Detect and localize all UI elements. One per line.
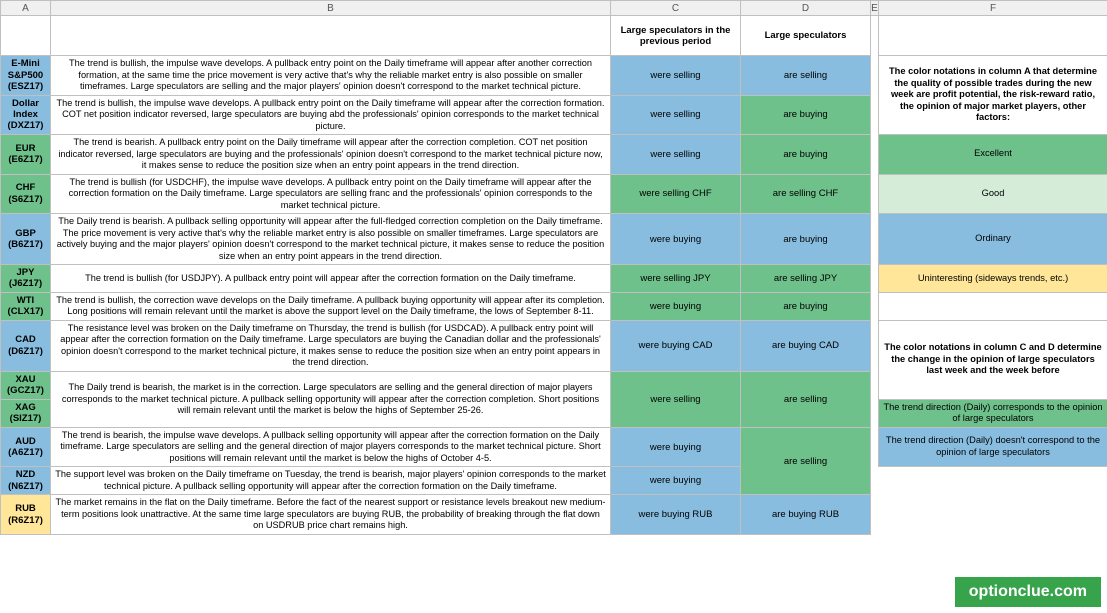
- symbol-cell[interactable]: NZD(N6Z17): [1, 467, 51, 495]
- prev-period-cell[interactable]: were buying: [611, 467, 741, 495]
- symbol-cell[interactable]: E-Mini S&P500(ESZ17): [1, 56, 51, 96]
- col-e-spacer: [871, 265, 879, 293]
- description-cell[interactable]: The trend is bearish. A pullback entry p…: [51, 135, 611, 175]
- description-cell[interactable]: The Daily trend is bearish. A pullback s…: [51, 214, 611, 265]
- current-period-cell[interactable]: are buying: [741, 95, 871, 135]
- col-e-spacer: [871, 467, 879, 495]
- description-cell[interactable]: The trend is bullish (for USDJPY). A pul…: [51, 265, 611, 293]
- symbol-cell[interactable]: CAD(D6Z17): [1, 320, 51, 371]
- col-e-spacer: [871, 16, 879, 56]
- spreadsheet-table: A B C D E F Large speculators in the pre…: [0, 0, 1107, 535]
- col-header-c[interactable]: C: [611, 1, 741, 16]
- current-period-cell[interactable]: are buying RUB: [741, 495, 871, 535]
- symbol-cell[interactable]: XAG(SIZ17): [1, 399, 51, 427]
- col-e-spacer: [871, 56, 879, 96]
- current-period-cell[interactable]: are selling: [741, 56, 871, 96]
- prev-period-cell[interactable]: were buying: [611, 292, 741, 320]
- col-header-b[interactable]: B: [51, 1, 611, 16]
- prev-period-cell[interactable]: were buying: [611, 427, 741, 467]
- prev-period-cell[interactable]: were selling: [611, 135, 741, 175]
- col-header-a[interactable]: A: [1, 1, 51, 16]
- col-header-e[interactable]: E: [871, 1, 879, 16]
- symbol-cell[interactable]: JPY(J6Z17): [1, 265, 51, 293]
- description-cell[interactable]: The Daily trend is bearish, the market i…: [51, 371, 611, 427]
- description-cell[interactable]: The support level was broken on the Dail…: [51, 467, 611, 495]
- col-e-spacer: [871, 427, 879, 467]
- col-e-spacer: [871, 174, 879, 214]
- prev-period-cell[interactable]: were selling JPY: [611, 265, 741, 293]
- side-note-cell[interactable]: The color notations in column C and D de…: [879, 320, 1107, 399]
- prev-period-cell[interactable]: were buying: [611, 214, 741, 265]
- side-note-cell[interactable]: Good: [879, 174, 1107, 214]
- current-period-cell[interactable]: are buying CAD: [741, 320, 871, 371]
- side-blank[interactable]: [879, 495, 1107, 535]
- col-e-spacer: [871, 320, 879, 371]
- col-header-f[interactable]: F: [879, 1, 1107, 16]
- current-period-cell[interactable]: are buying: [741, 292, 871, 320]
- side-note-cell[interactable]: Excellent: [879, 135, 1107, 175]
- prev-period-cell[interactable]: were buying RUB: [611, 495, 741, 535]
- side-blank[interactable]: [879, 467, 1107, 495]
- header-large-spec[interactable]: Large speculators: [741, 16, 871, 56]
- side-note-cell[interactable]: Uninteresting (sideways trends, etc.): [879, 265, 1107, 293]
- description-cell[interactable]: The market remains in the flat on the Da…: [51, 495, 611, 535]
- col-e-spacer: [871, 399, 879, 427]
- prev-period-cell[interactable]: were selling: [611, 95, 741, 135]
- symbol-cell[interactable]: EUR(E6Z17): [1, 135, 51, 175]
- description-cell[interactable]: The trend is bearish, the impulse wave d…: [51, 427, 611, 467]
- current-period-cell[interactable]: are buying: [741, 135, 871, 175]
- prev-period-cell[interactable]: were buying CAD: [611, 320, 741, 371]
- side-note-cell[interactable]: The trend direction (Daily) corresponds …: [879, 399, 1107, 427]
- current-period-cell[interactable]: are selling: [741, 427, 871, 495]
- symbol-cell[interactable]: CHF(S6Z17): [1, 174, 51, 214]
- col-header-d[interactable]: D: [741, 1, 871, 16]
- watermark: optionclue.com: [955, 577, 1101, 607]
- symbol-cell[interactable]: RUB(R6Z17): [1, 495, 51, 535]
- symbol-cell[interactable]: WTI(CLX17): [1, 292, 51, 320]
- cell-a-header[interactable]: [1, 16, 51, 56]
- symbol-cell[interactable]: GBP(B6Z17): [1, 214, 51, 265]
- symbol-cell[interactable]: Dollar Index(DXZ17): [1, 95, 51, 135]
- prev-period-cell[interactable]: were selling: [611, 56, 741, 96]
- header-large-spec-prev[interactable]: Large speculators in the previous period: [611, 16, 741, 56]
- col-e-spacer: [871, 495, 879, 535]
- col-e-spacer: [871, 214, 879, 265]
- prev-period-cell[interactable]: were selling CHF: [611, 174, 741, 214]
- description-cell[interactable]: The trend is bullish, the correction wav…: [51, 292, 611, 320]
- description-cell[interactable]: The trend is bullish, the impulse wave d…: [51, 56, 611, 96]
- description-cell[interactable]: The resistance level was broken on the D…: [51, 320, 611, 371]
- symbol-cell[interactable]: XAU(GCZ17): [1, 371, 51, 399]
- current-period-cell[interactable]: are selling CHF: [741, 174, 871, 214]
- symbol-cell[interactable]: AUD(A6Z17): [1, 427, 51, 467]
- side-note-cell[interactable]: The trend direction (Daily) doesn't corr…: [879, 427, 1107, 467]
- col-e-spacer: [871, 371, 879, 399]
- description-cell[interactable]: The trend is bullish, the impulse wave d…: [51, 95, 611, 135]
- cell-f-header[interactable]: [879, 16, 1107, 56]
- current-period-cell[interactable]: are selling JPY: [741, 265, 871, 293]
- side-blank[interactable]: [879, 292, 1107, 320]
- description-cell[interactable]: The trend is bullish (for USDCHF), the i…: [51, 174, 611, 214]
- side-note-cell[interactable]: The color notations in column A that det…: [879, 56, 1107, 135]
- current-period-cell[interactable]: are selling: [741, 371, 871, 427]
- prev-period-cell[interactable]: were selling: [611, 371, 741, 427]
- current-period-cell[interactable]: are buying: [741, 214, 871, 265]
- col-e-spacer: [871, 95, 879, 135]
- col-e-spacer: [871, 292, 879, 320]
- cell-b-header[interactable]: [51, 16, 611, 56]
- column-header-row: A B C D E F: [1, 1, 1107, 16]
- side-note-cell[interactable]: Ordinary: [879, 214, 1107, 265]
- col-e-spacer: [871, 135, 879, 175]
